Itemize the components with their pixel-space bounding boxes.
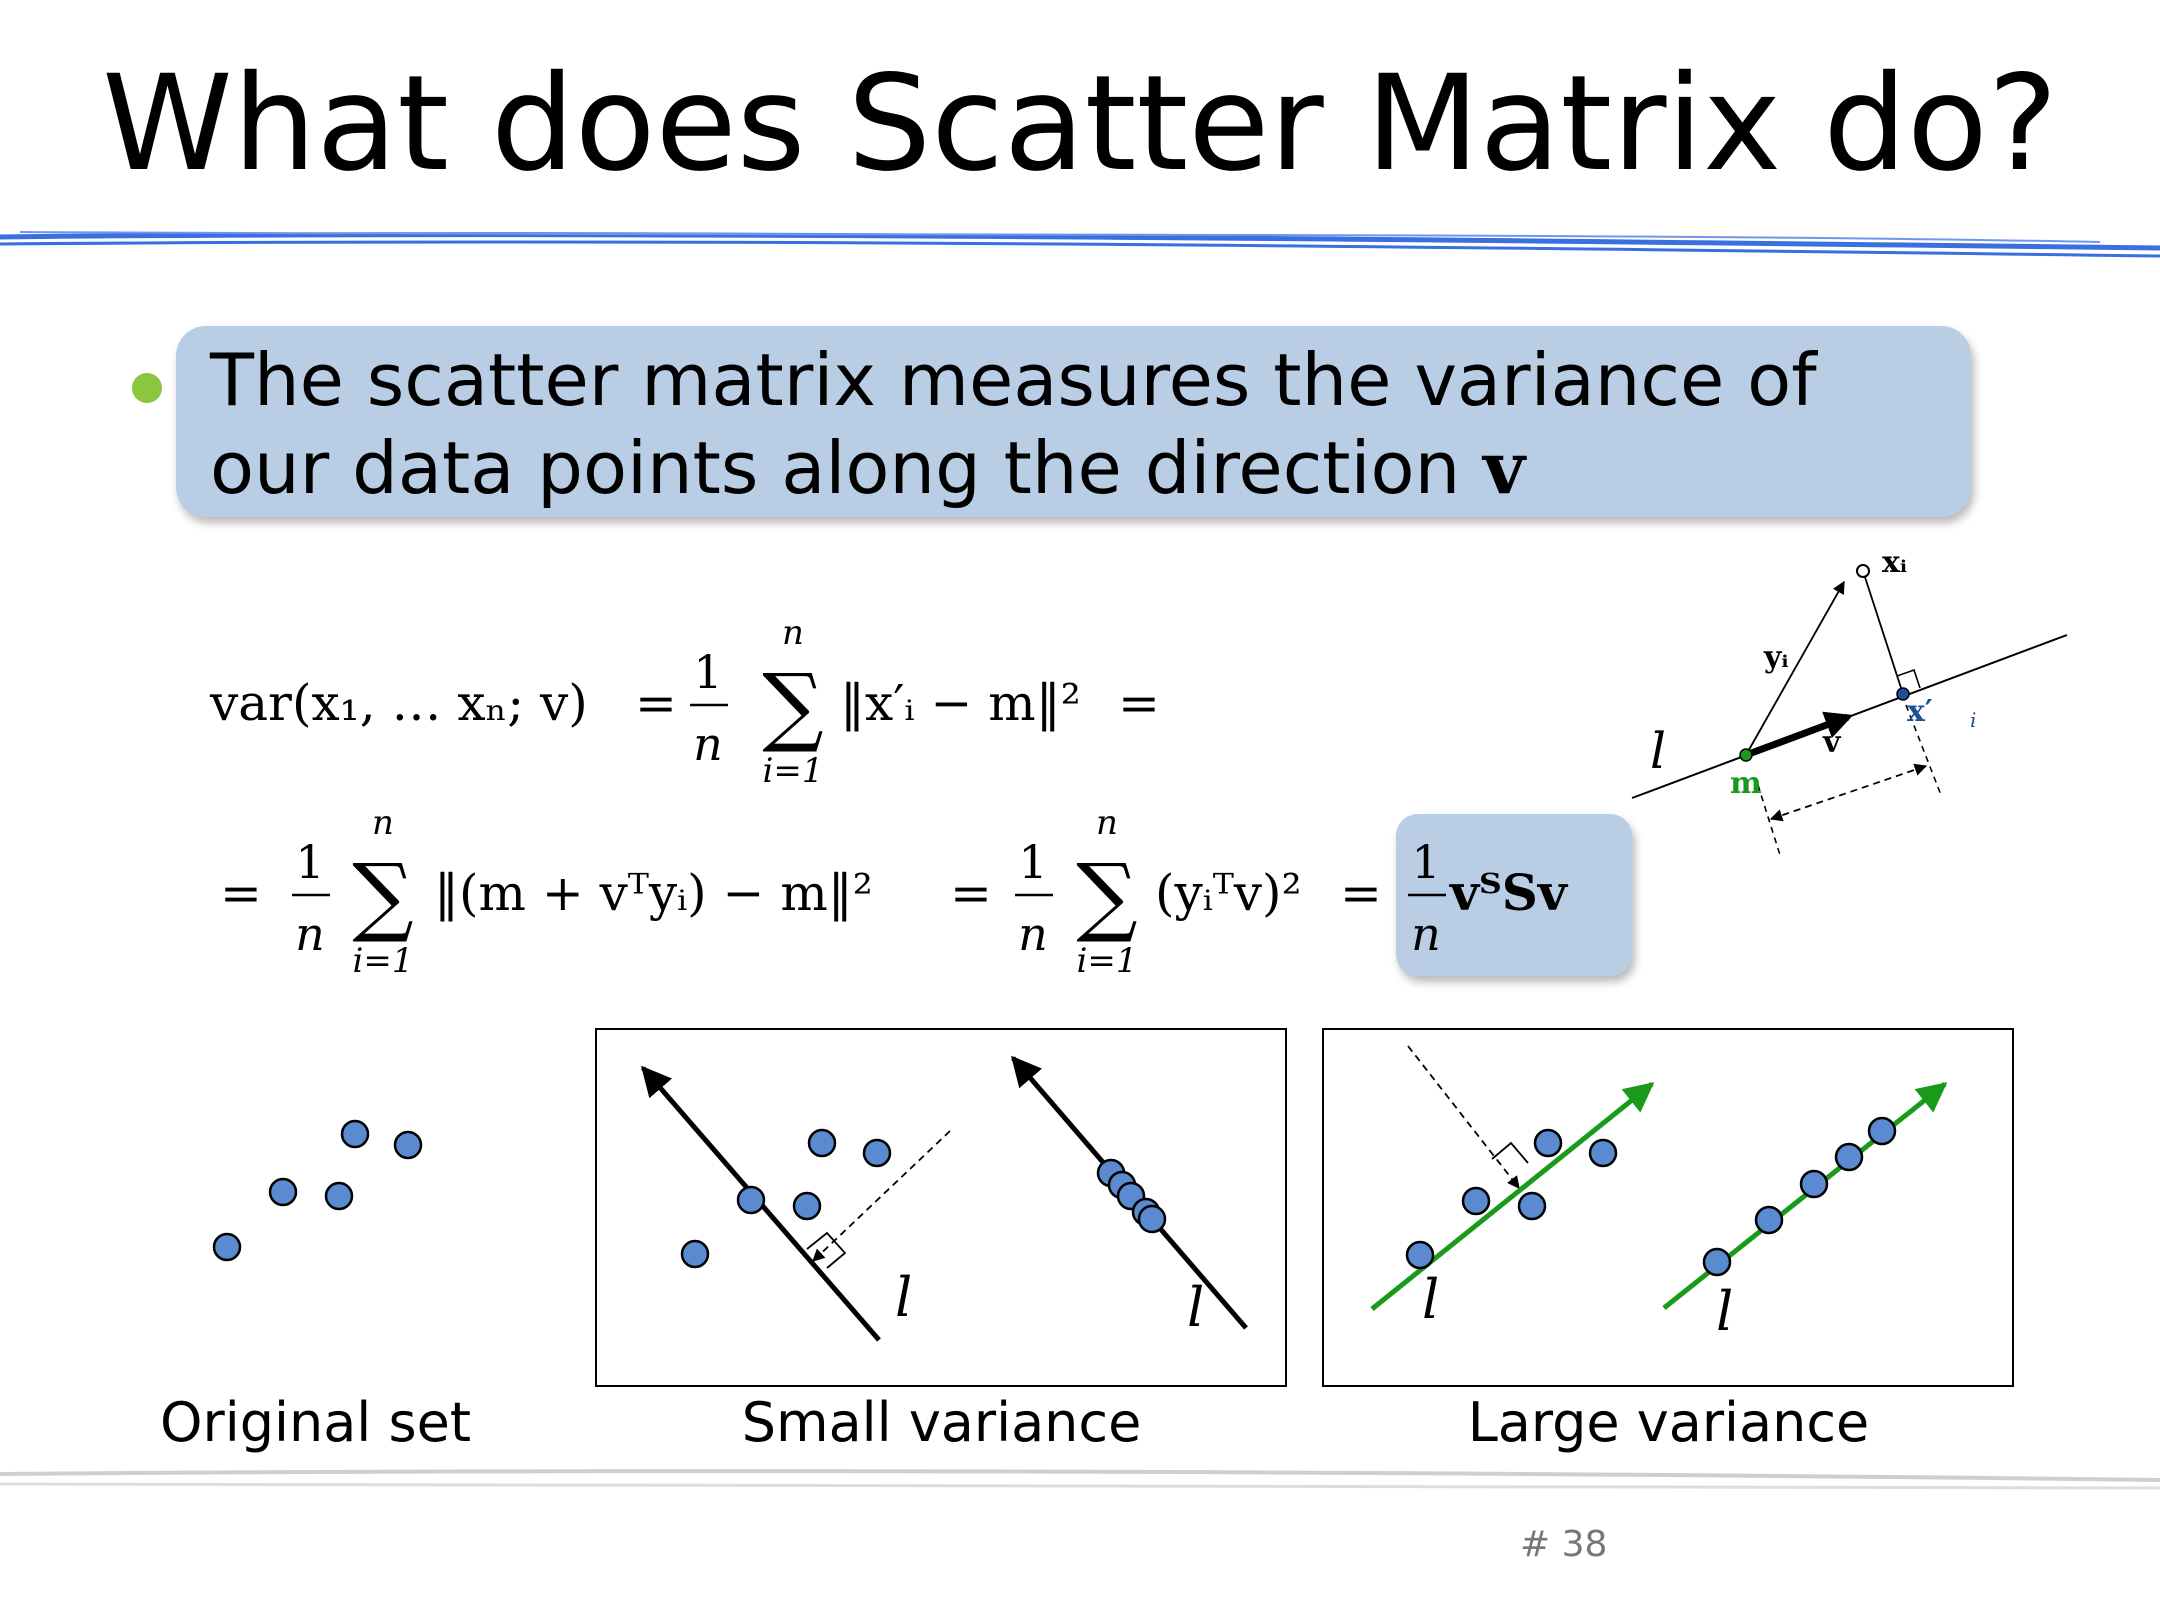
eq-sum3-top: n <box>1096 803 1118 843</box>
eq-var-lhs: var(x₁, … xₙ; v) <box>209 674 588 732</box>
large-line-left <box>1370 1082 1655 1311</box>
eq-equals-1: = <box>635 674 677 732</box>
eq-sum3-symbol: ∑ <box>1076 846 1137 946</box>
equation: var(x₁, … xₙ; v) = 1 n n ∑ i=1 ‖x′ᵢ − m‖… <box>209 613 1569 981</box>
eq-equals-4: = <box>950 864 992 922</box>
data-point <box>792 1191 822 1221</box>
yi-vector <box>1745 580 1845 756</box>
dash-ext-m <box>1757 784 1781 856</box>
eq-sum1-bottom: i=1 <box>763 751 824 791</box>
original-set-panel <box>212 1119 423 1262</box>
bullet-line-1: The scatter matrix measures the variance… <box>210 338 1817 422</box>
data-point <box>736 1185 766 1215</box>
data-point <box>212 1232 242 1262</box>
bullet-symbol-v: v <box>1483 425 1525 510</box>
eq-sum2-top: n <box>372 803 394 843</box>
slide-title: What does Scatter Matrix do? <box>102 47 2058 201</box>
data-point <box>1137 1204 1167 1234</box>
label-l: l <box>1650 722 1666 780</box>
eq-term1: ‖x′ᵢ − m‖² <box>840 674 1081 732</box>
data-point <box>268 1177 298 1207</box>
header-rule <box>0 231 2160 258</box>
data-point <box>393 1130 423 1160</box>
eq-frac1-den: n <box>693 717 723 771</box>
right-angle-mark <box>1896 668 1921 689</box>
xi-point <box>1856 564 1870 578</box>
eq-frac2-num: 1 <box>295 835 324 889</box>
footer-rule <box>0 1469 2160 1490</box>
eq-sum2-bottom: i=1 <box>353 941 414 981</box>
data-point <box>1405 1240 1435 1270</box>
caption-original-set: Original set <box>160 1391 472 1454</box>
eq-equals-5: = <box>1340 864 1382 922</box>
data-point <box>1799 1169 1829 1199</box>
label-xprime-sub: i <box>1970 708 1976 732</box>
large-variance-panel: l l <box>1322 1028 2014 1387</box>
label-m: m <box>1730 766 1762 801</box>
data-point <box>1867 1116 1897 1146</box>
bullet-line-2-text: our data points along the direction <box>210 426 1484 510</box>
small-dash-projection <box>812 1130 951 1262</box>
bullet-dot <box>132 373 162 403</box>
eq-term3: (yᵢᵀv)² <box>1155 864 1302 922</box>
large-dash-projection <box>1407 1045 1520 1189</box>
xprime-point <box>1896 687 1910 701</box>
page-number: # 38 <box>1520 1524 1608 1565</box>
v-vector <box>1744 711 1854 759</box>
data-point <box>1754 1205 1784 1235</box>
distance-arrow <box>1769 763 1928 822</box>
label-v: v <box>1822 725 1842 760</box>
bullet-text: The scatter matrix measures the variance… <box>210 336 1960 512</box>
large-label-l-left: l <box>1422 1268 1439 1331</box>
label-xprime: x′ <box>1907 694 1933 729</box>
large-right-angle <box>1491 1141 1529 1164</box>
data-point <box>807 1128 837 1158</box>
label-xi: xᵢ <box>1882 545 1907 580</box>
small-label-l-right: l <box>1187 1276 1204 1339</box>
eq-sum1-top: n <box>782 613 804 653</box>
dash-ext-x <box>1905 704 1942 796</box>
data-point <box>324 1181 354 1211</box>
small-variance-frame <box>595 1028 1287 1387</box>
eq-equals-3: = <box>220 864 262 922</box>
data-point <box>680 1239 710 1269</box>
eq-frac3-num: 1 <box>1018 835 1047 889</box>
eq-equals-2: = <box>1118 674 1160 732</box>
line-l-main <box>1631 634 2068 799</box>
label-yi: yᵢ <box>1763 640 1789 675</box>
eq-term2: ‖(m + vᵀyᵢ) − m‖² <box>434 864 873 922</box>
data-point <box>862 1138 892 1168</box>
eq-frac4-den: n <box>1411 907 1441 961</box>
data-point <box>1702 1247 1732 1277</box>
caption-large-variance: Large variance <box>1467 1391 1870 1454</box>
projection-line <box>1862 570 1904 695</box>
eq-frac3-den: n <box>1018 907 1048 961</box>
data-point <box>1533 1128 1563 1158</box>
eq-sum3-bottom: i=1 <box>1077 941 1138 981</box>
bullet-line-2: our data points along the direction v <box>210 424 1960 512</box>
eq-sum1-symbol: ∑ <box>762 656 823 756</box>
small-label-l-left: l <box>895 1266 912 1329</box>
eq-sum2-symbol: ∑ <box>352 846 413 946</box>
large-label-l-right: l <box>1716 1280 1733 1343</box>
eq-frac2-den: n <box>295 907 325 961</box>
data-point <box>1588 1138 1618 1168</box>
eq-frac4-num: 1 <box>1411 835 1440 889</box>
data-point <box>1461 1186 1491 1216</box>
data-point <box>1517 1191 1547 1221</box>
eq-frac1-num: 1 <box>693 645 722 699</box>
small-right-angle <box>806 1231 847 1269</box>
projection-diagram: xᵢ yᵢ v m x′ i l <box>1631 545 2068 856</box>
large-variance-frame <box>1322 1028 2014 1387</box>
caption-small-variance: Small variance <box>741 1391 1142 1454</box>
data-point <box>340 1119 370 1149</box>
m-point <box>1739 748 1753 762</box>
small-variance-panel: l l <box>595 1028 1287 1387</box>
bullet-highlight-box <box>176 326 1971 517</box>
eq-result: vᵀSv <box>1449 863 1569 922</box>
data-point <box>1834 1142 1864 1172</box>
